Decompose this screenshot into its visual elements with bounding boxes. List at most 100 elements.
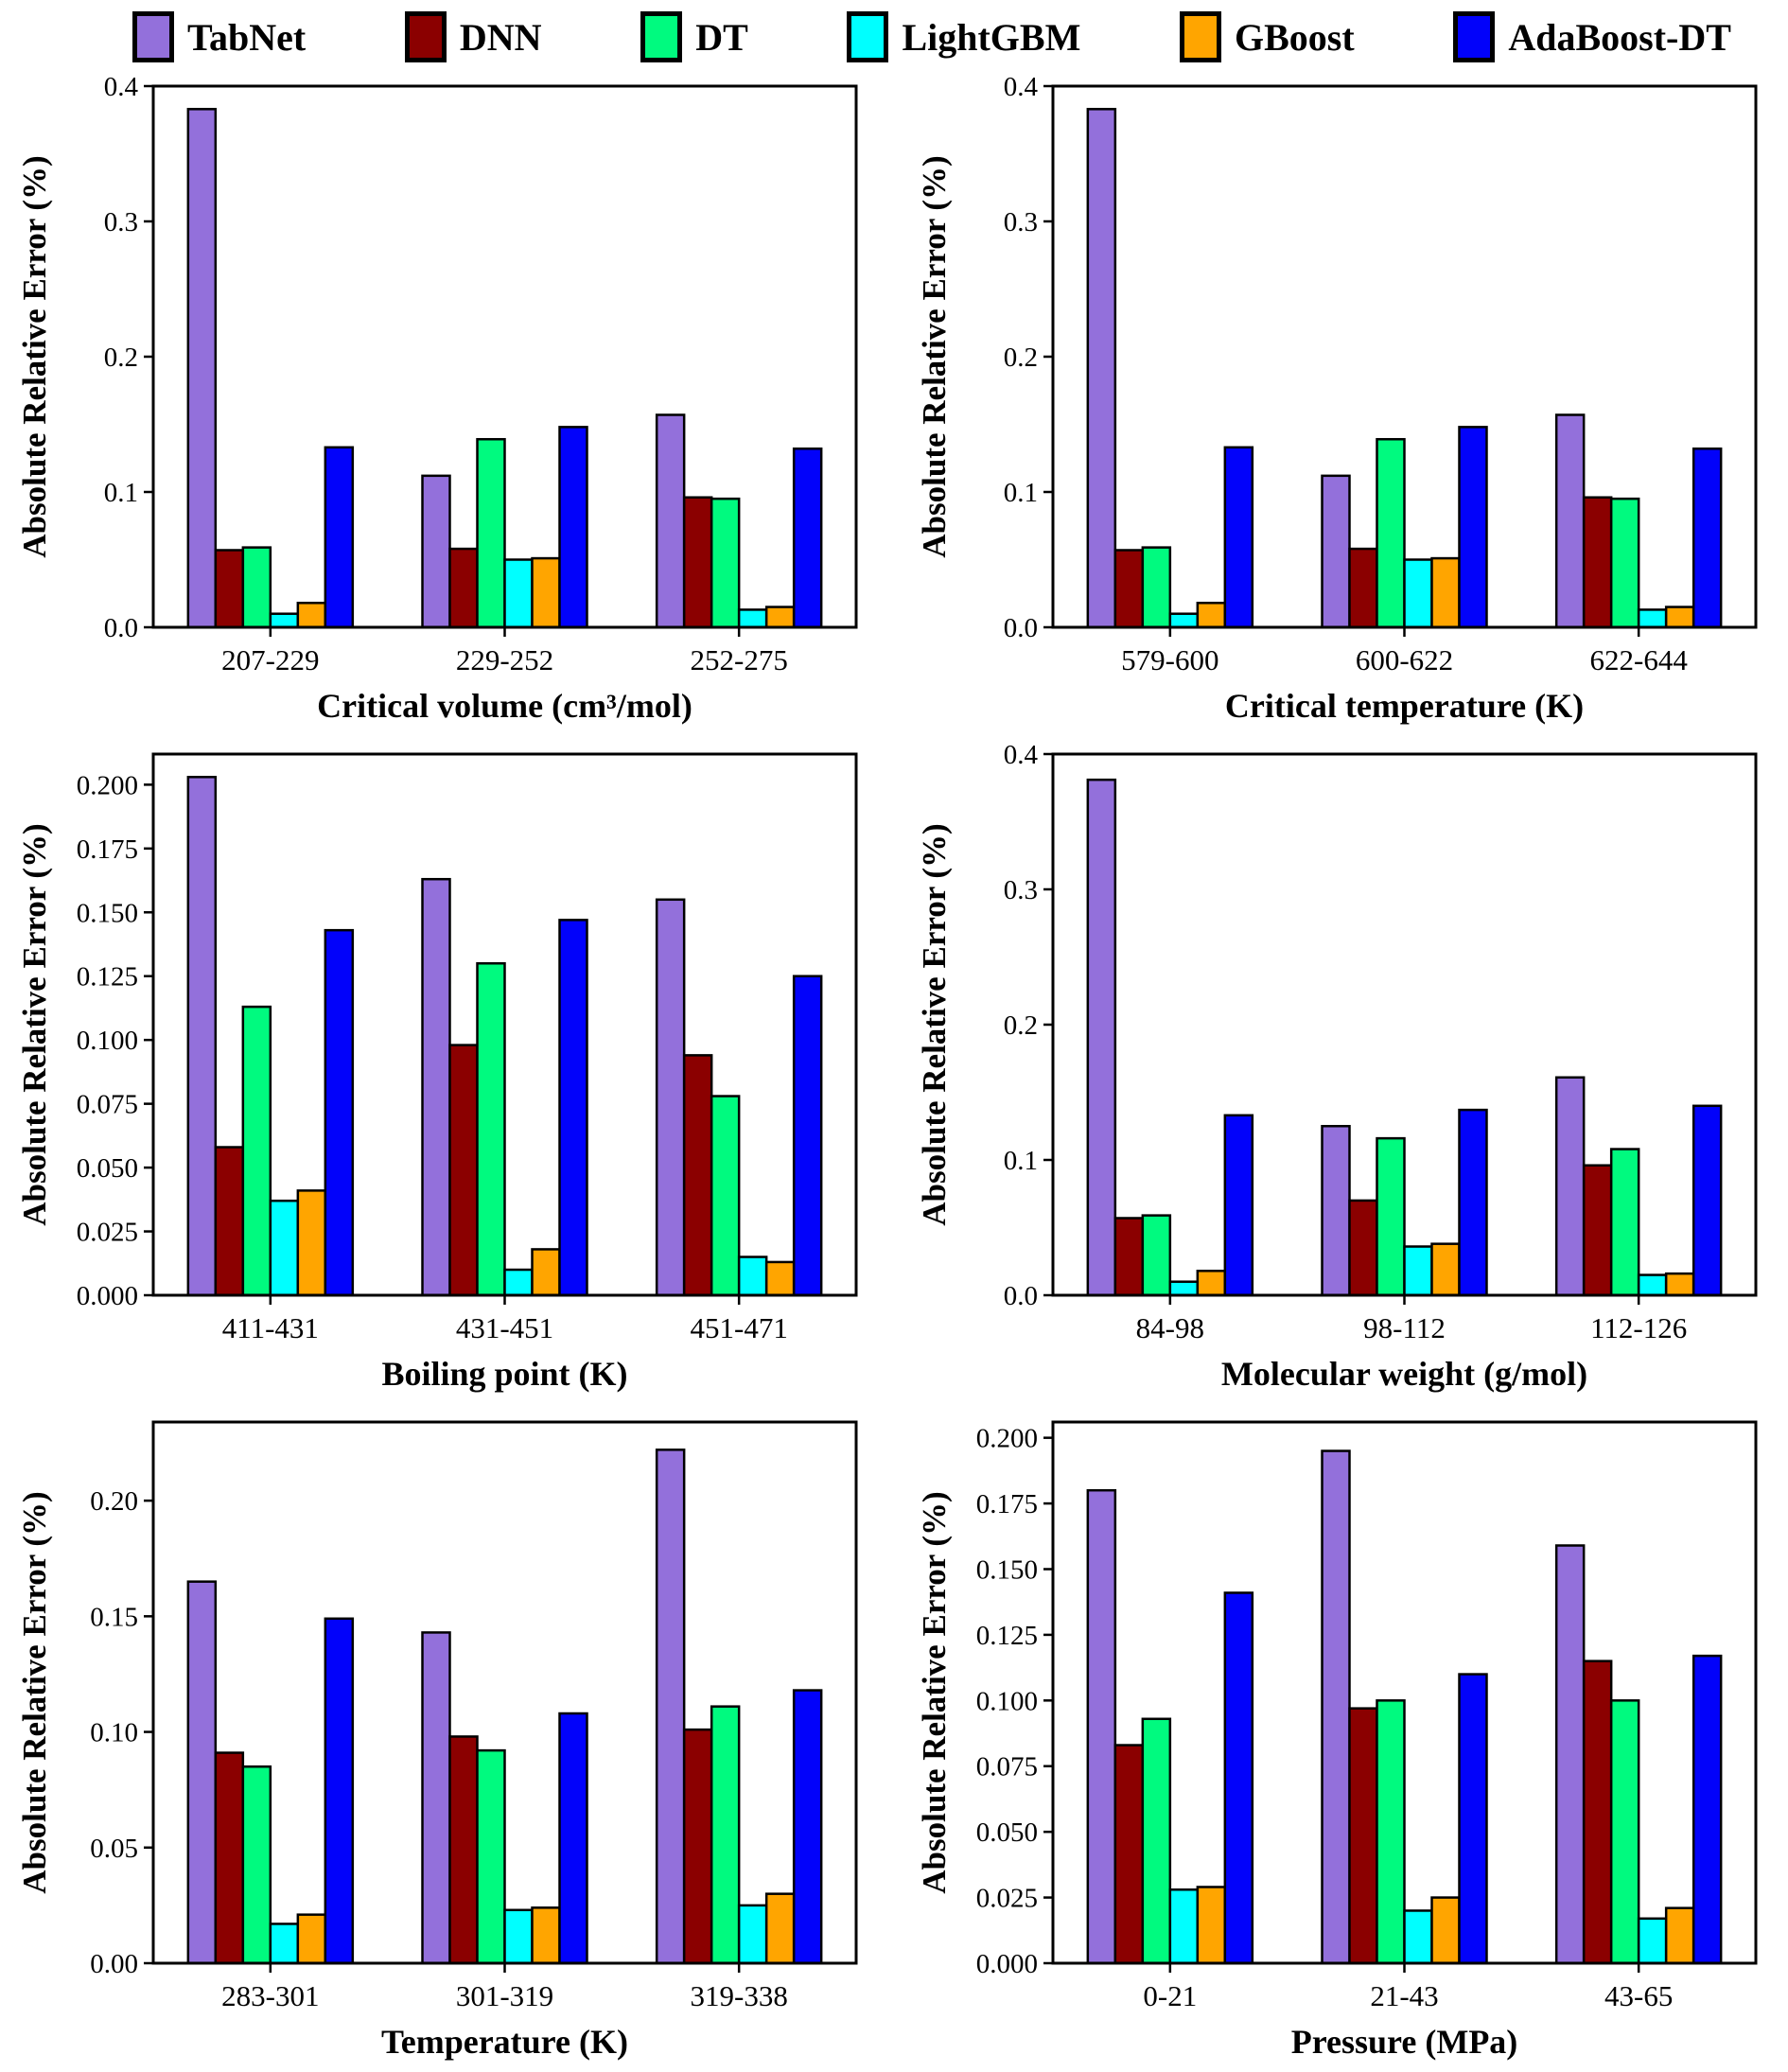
svg-text:0.2: 0.2 bbox=[1004, 342, 1038, 373]
tabnet-swatch-icon bbox=[132, 11, 174, 62]
panel-critical-temperature: 579-600 600-622 622-644 0.0 0.1 0.2 0.3 0.4 Crit… bbox=[907, 68, 1780, 732]
svg-text:0.1: 0.1 bbox=[1004, 1146, 1038, 1176]
svg-text:0.05: 0.05 bbox=[90, 1833, 138, 1863]
legend-item-dnn: DNN bbox=[404, 11, 542, 62]
svg-text:Absolute Relative Error (%): Absolute Relative Error (%) bbox=[16, 823, 53, 1225]
svg-text:301-319: 301-319 bbox=[456, 1979, 553, 2012]
dt-swatch-icon bbox=[640, 11, 683, 62]
adaboost-dt-swatch-icon bbox=[1453, 11, 1496, 62]
svg-text:622-644: 622-644 bbox=[1590, 643, 1689, 676]
svg-text:Absolute Relative Error (%): Absolute Relative Error (%) bbox=[916, 155, 953, 557]
panel-molecular-weight: 84-98 98-112 112-126 0.0 0.1 0.2 0.3 0.4 Molecul… bbox=[907, 736, 1780, 1400]
svg-text:0.150: 0.150 bbox=[77, 898, 138, 928]
legend-label: AdaBoost-DT bbox=[1508, 15, 1731, 59]
boiling-point-chart: 411-431 431-451 451-471 0.000 0.025 0.050 0.07… bbox=[16, 752, 858, 1393]
svg-text:0.4: 0.4 bbox=[1004, 72, 1039, 102]
svg-text:0.4: 0.4 bbox=[1004, 740, 1039, 770]
svg-text:0.3: 0.3 bbox=[1004, 207, 1038, 237]
svg-text:Absolute Relative Error (%): Absolute Relative Error (%) bbox=[916, 1491, 953, 1893]
svg-text:0.125: 0.125 bbox=[77, 961, 138, 992]
legend-item-tabnet: TabNet bbox=[132, 11, 306, 62]
svg-text:0.200: 0.200 bbox=[77, 770, 138, 800]
svg-text:0-21: 0-21 bbox=[1143, 1979, 1197, 2012]
svg-text:98-112: 98-112 bbox=[1363, 1311, 1446, 1344]
legend-item-dt: DT bbox=[640, 11, 748, 62]
svg-text:0.2: 0.2 bbox=[1004, 1010, 1038, 1041]
temperature-chart: 283-301 301-319 319-338 0.00 0.05 0.10 0.15 0.2… bbox=[16, 1420, 858, 2061]
svg-text:431-451: 431-451 bbox=[456, 1311, 553, 1344]
svg-text:0.0: 0.0 bbox=[104, 613, 138, 643]
svg-text:Pressure (MPa): Pressure (MPa) bbox=[1291, 2023, 1518, 2061]
svg-text:Absolute Relative Error (%): Absolute Relative Error (%) bbox=[916, 823, 953, 1225]
legend-item-lightgbm: LightGBM bbox=[847, 11, 1080, 62]
panel-temperature: 283-301 301-319 319-338 0.00 0.05 0.10 0.15 0.2… bbox=[8, 1404, 881, 2068]
svg-text:0.3: 0.3 bbox=[104, 207, 138, 237]
svg-text:0.100: 0.100 bbox=[976, 1686, 1038, 1716]
panel-boiling-point: 411-431 431-451 451-471 0.000 0.025 0.050 0.07… bbox=[8, 736, 881, 1400]
critical-temperature-chart: 579-600 600-622 622-644 0.0 0.1 0.2 0.3 0.4 Crit… bbox=[916, 72, 1758, 725]
svg-text:43-65: 43-65 bbox=[1604, 1979, 1673, 2012]
svg-text:283-301: 283-301 bbox=[221, 1979, 319, 2012]
svg-text:0.3: 0.3 bbox=[1004, 875, 1038, 905]
lightgbm-swatch-icon bbox=[847, 11, 889, 62]
svg-text:0.1: 0.1 bbox=[1004, 478, 1038, 508]
svg-text:0.15: 0.15 bbox=[90, 1602, 138, 1632]
svg-text:0.050: 0.050 bbox=[976, 1817, 1038, 1848]
legend-label: DT bbox=[695, 15, 748, 59]
svg-text:0.025: 0.025 bbox=[77, 1217, 138, 1247]
svg-text:Absolute Relative Error (%): Absolute Relative Error (%) bbox=[16, 155, 53, 557]
svg-text:0.000: 0.000 bbox=[976, 1949, 1038, 1979]
molecular-weight-chart: 84-98 98-112 112-126 0.0 0.1 0.2 0.3 0.4 Molecul… bbox=[916, 740, 1758, 1393]
svg-text:0.025: 0.025 bbox=[976, 1883, 1038, 1913]
svg-text:0.000: 0.000 bbox=[77, 1281, 138, 1311]
svg-text:0.0: 0.0 bbox=[1004, 613, 1038, 643]
panel-pressure: 0-21 21-43 43-65 0.000 0.025 0.050 0.075 0.100 0… bbox=[907, 1404, 1780, 2068]
legend-label: GBoost bbox=[1235, 15, 1355, 59]
svg-text:229-252: 229-252 bbox=[456, 643, 553, 676]
svg-text:0.075: 0.075 bbox=[77, 1089, 138, 1119]
svg-text:Critical temperature (K): Critical temperature (K) bbox=[1225, 687, 1584, 725]
svg-text:0.0: 0.0 bbox=[1004, 1281, 1038, 1311]
legend-item-adaboost-dt: AdaBoost-DT bbox=[1453, 11, 1731, 62]
panel-critical-volume: 207-229 229-252 252-275 0.0 0.1 0.2 0.3 0.4 Crit… bbox=[8, 68, 881, 732]
legend-label: TabNet bbox=[187, 15, 307, 59]
svg-text:Molecular weight (g/mol): Molecular weight (g/mol) bbox=[1221, 1355, 1587, 1393]
legend-label: LightGBM bbox=[902, 15, 1081, 59]
svg-text:0.175: 0.175 bbox=[77, 834, 138, 864]
svg-text:0.175: 0.175 bbox=[976, 1489, 1038, 1519]
svg-text:21-43: 21-43 bbox=[1370, 1979, 1438, 2012]
legend: TabNet DNN DT LightGBM GBoost AdaBoost-D… bbox=[0, 0, 1788, 68]
svg-text:0.075: 0.075 bbox=[976, 1751, 1038, 1782]
svg-text:411-431: 411-431 bbox=[222, 1311, 319, 1344]
svg-text:0.4: 0.4 bbox=[104, 72, 139, 102]
legend-label: DNN bbox=[459, 15, 542, 59]
svg-text:0.10: 0.10 bbox=[90, 1717, 138, 1747]
svg-text:0.050: 0.050 bbox=[77, 1153, 138, 1184]
svg-text:600-622: 600-622 bbox=[1356, 643, 1453, 676]
critical-volume-chart: 207-229 229-252 252-275 0.0 0.1 0.2 0.3 0.4 Crit… bbox=[16, 72, 858, 725]
chart-grid: 207-229 229-252 252-275 0.0 0.1 0.2 0.3 0.4 Crit… bbox=[0, 68, 1788, 2068]
svg-text:319-338: 319-338 bbox=[691, 1979, 788, 2012]
svg-text:0.00: 0.00 bbox=[90, 1949, 138, 1979]
svg-text:451-471: 451-471 bbox=[691, 1311, 788, 1344]
svg-text:0.2: 0.2 bbox=[104, 342, 138, 373]
svg-text:0.125: 0.125 bbox=[976, 1620, 1038, 1650]
svg-text:0.20: 0.20 bbox=[90, 1486, 138, 1517]
dnn-swatch-icon bbox=[404, 11, 447, 62]
svg-text:0.100: 0.100 bbox=[77, 1026, 138, 1056]
svg-text:112-126: 112-126 bbox=[1590, 1311, 1687, 1344]
svg-text:207-229: 207-229 bbox=[221, 643, 319, 676]
pressure-chart: 0-21 21-43 43-65 0.000 0.025 0.050 0.075 0.100 0… bbox=[916, 1420, 1758, 2061]
svg-text:84-98: 84-98 bbox=[1136, 1311, 1204, 1344]
svg-text:0.150: 0.150 bbox=[976, 1554, 1038, 1585]
svg-text:Absolute Relative Error (%): Absolute Relative Error (%) bbox=[16, 1491, 53, 1893]
svg-text:0.1: 0.1 bbox=[104, 478, 138, 508]
legend-item-gboost: GBoost bbox=[1180, 11, 1355, 62]
gboost-swatch-icon bbox=[1180, 11, 1221, 62]
svg-text:0.200: 0.200 bbox=[976, 1423, 1038, 1453]
svg-text:Boiling point (K): Boiling point (K) bbox=[381, 1355, 627, 1393]
svg-text:579-600: 579-600 bbox=[1121, 643, 1218, 676]
svg-text:Temperature (K): Temperature (K) bbox=[381, 2023, 628, 2061]
svg-text:252-275: 252-275 bbox=[691, 643, 788, 676]
svg-text:Critical volume (cm³/mol): Critical volume (cm³/mol) bbox=[317, 687, 692, 725]
